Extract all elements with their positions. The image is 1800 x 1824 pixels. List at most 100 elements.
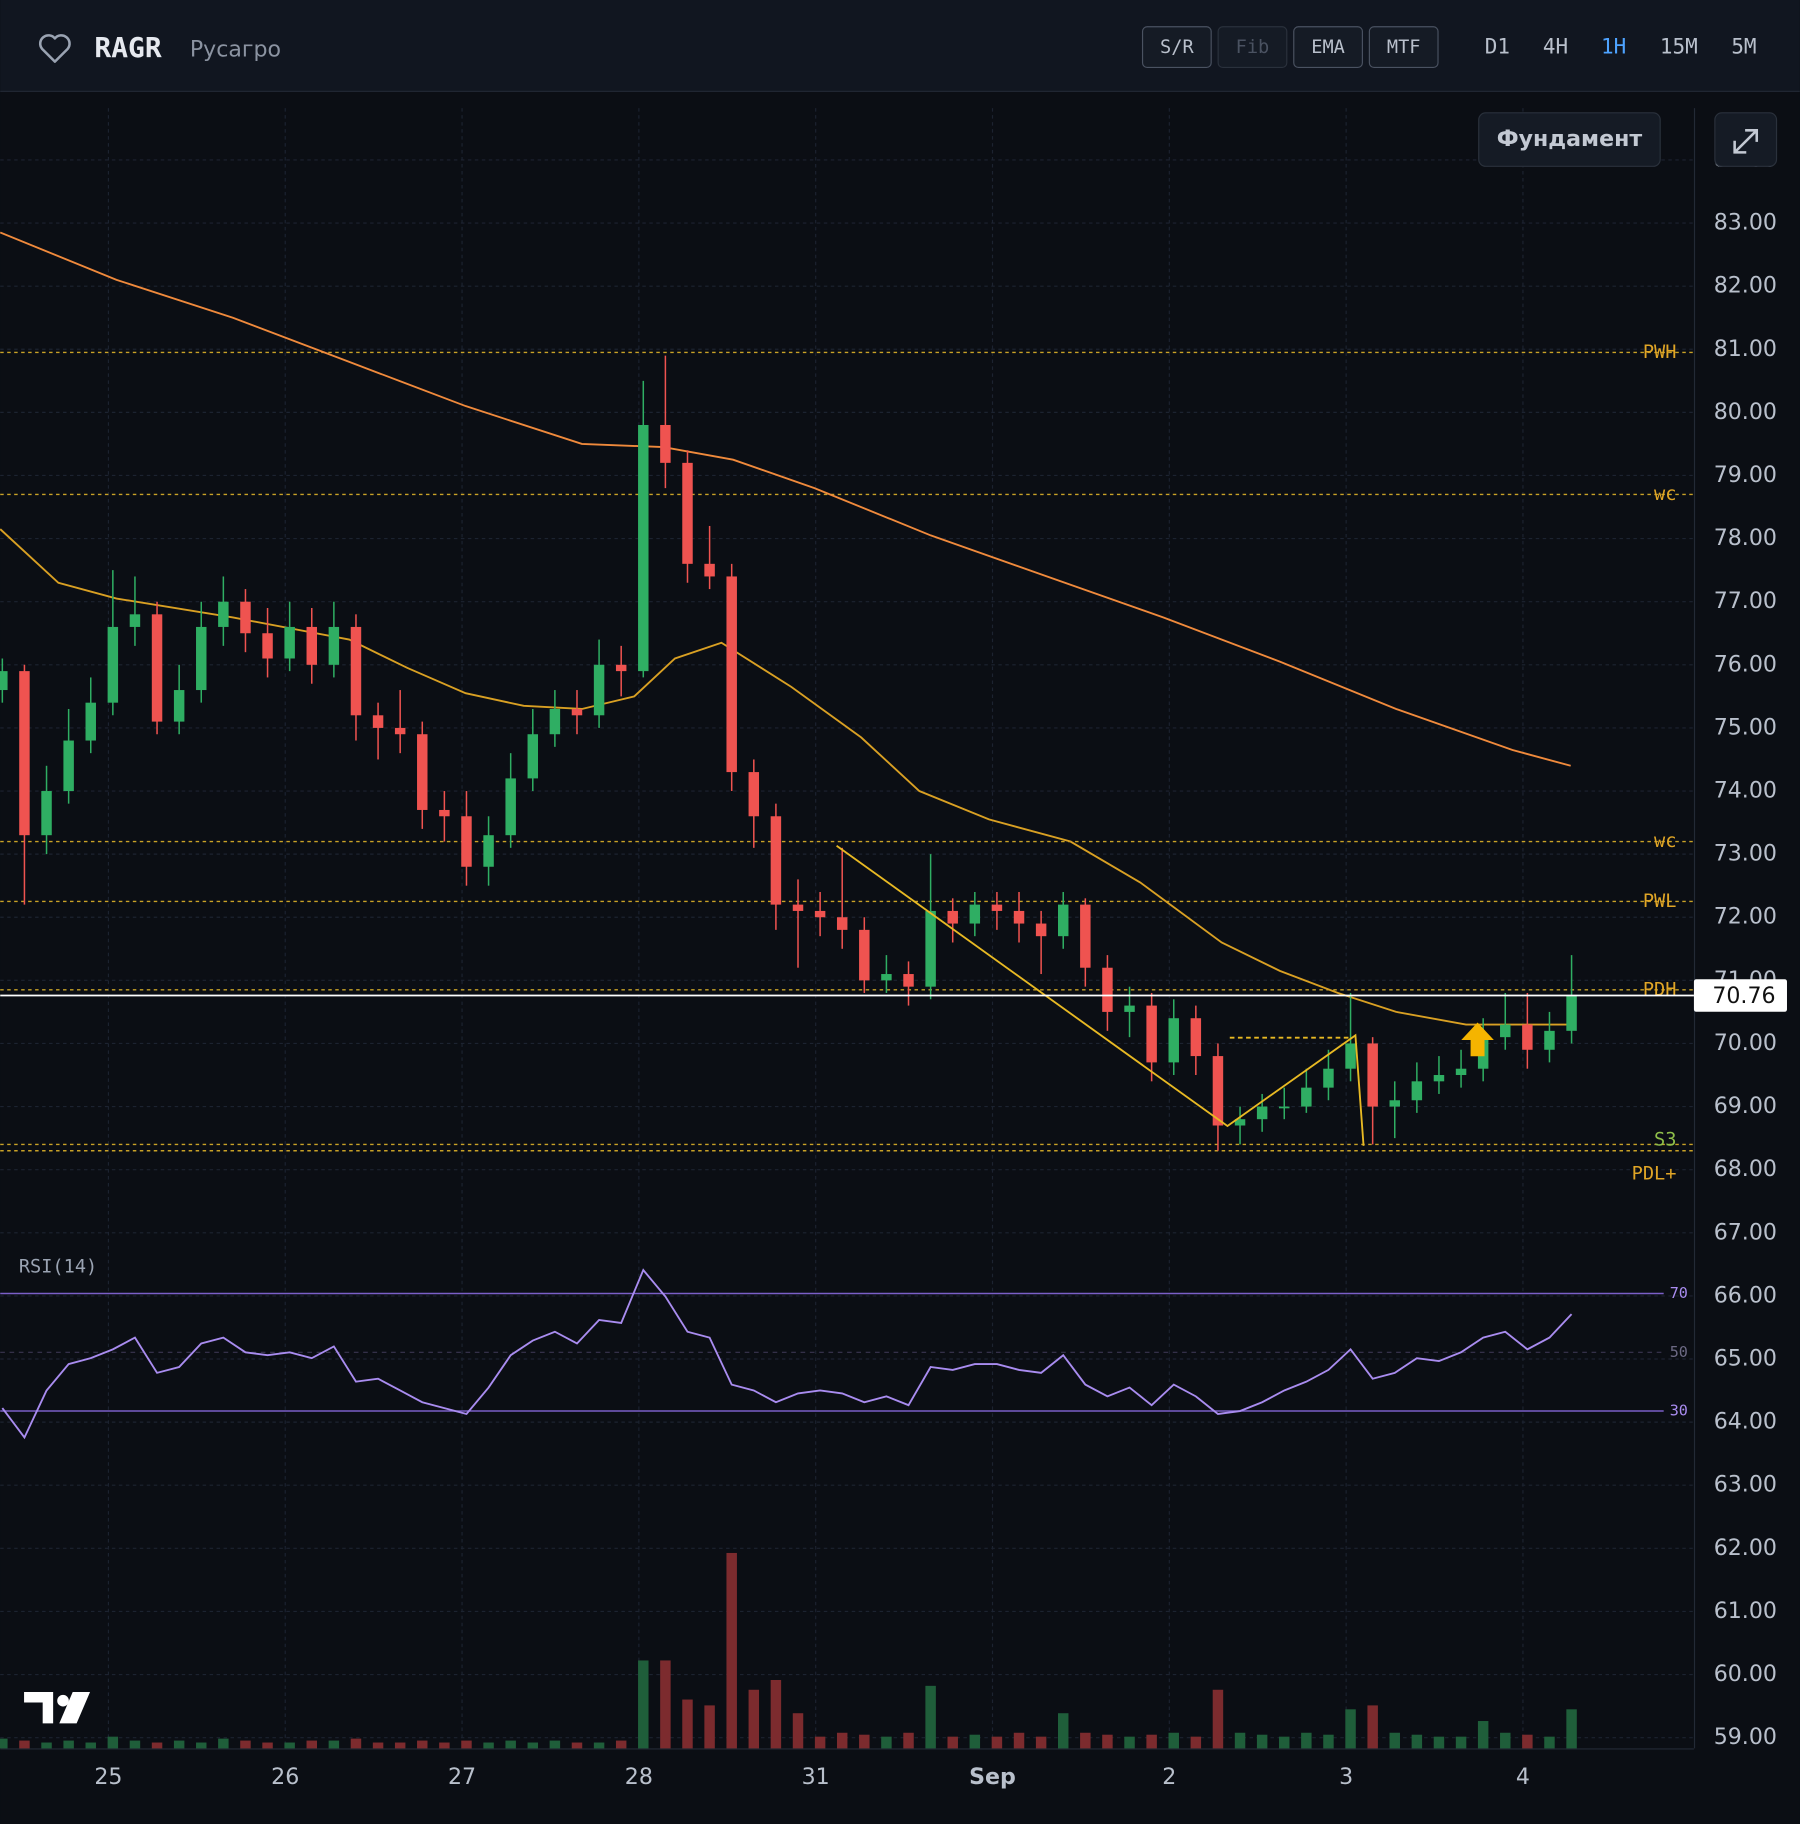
timeframe[interactable]: 1H bbox=[1601, 35, 1626, 59]
rsi-level-label: 70 bbox=[1670, 1284, 1688, 1302]
volume-bar bbox=[859, 1734, 870, 1749]
candle-body bbox=[1190, 1018, 1202, 1057]
x-tick-label: Sep bbox=[969, 1764, 1016, 1790]
tool-label[interactable]: MTF bbox=[1387, 37, 1421, 58]
volume-bar bbox=[792, 1713, 804, 1749]
tool-button[interactable] bbox=[1141, 26, 1212, 69]
volume-bar bbox=[151, 1742, 163, 1749]
tool-label[interactable]: EMA bbox=[1311, 37, 1345, 58]
fundamentals-button[interactable] bbox=[1478, 112, 1661, 167]
volume-bar bbox=[1057, 1713, 1069, 1749]
timeframe[interactable]: 4H bbox=[1543, 35, 1568, 59]
volume-bar bbox=[328, 1740, 340, 1749]
y-tick-label: 82.00 bbox=[1714, 273, 1777, 299]
candle-body bbox=[1212, 1056, 1224, 1126]
volume-bar bbox=[262, 1742, 273, 1749]
volume-bar bbox=[571, 1742, 583, 1749]
tv-logo bbox=[22, 1690, 92, 1725]
volume-bar bbox=[1256, 1734, 1268, 1749]
y-tick-label: 81.00 bbox=[1714, 336, 1777, 362]
candle-body bbox=[836, 917, 848, 930]
y-tick-label: 68.00 bbox=[1714, 1156, 1777, 1182]
candle-body bbox=[682, 462, 693, 564]
level-label: PDH bbox=[1643, 979, 1677, 1000]
candle-body bbox=[151, 614, 163, 722]
candle-body bbox=[770, 816, 782, 905]
candle-body bbox=[85, 702, 96, 741]
candle-body bbox=[1389, 1100, 1400, 1107]
rsi-label: RSI(14) bbox=[19, 1256, 97, 1277]
candle-body bbox=[218, 601, 229, 627]
candle-body bbox=[903, 974, 914, 987]
candle-body bbox=[593, 664, 605, 716]
y-tick-label: 70.00 bbox=[1714, 1030, 1777, 1056]
volume-bar bbox=[682, 1699, 693, 1749]
candle-body bbox=[350, 626, 362, 716]
volume-bar bbox=[881, 1736, 892, 1749]
volume-bar bbox=[284, 1742, 295, 1749]
rsi-level-label: 30 bbox=[1670, 1402, 1688, 1420]
x-tick-label: 25 bbox=[94, 1764, 122, 1790]
x-tick-label: 27 bbox=[448, 1764, 476, 1790]
candle-body bbox=[19, 671, 30, 836]
tool-label[interactable]: S/R bbox=[1160, 37, 1194, 58]
timeframe[interactable]: 15M bbox=[1660, 35, 1698, 59]
candle-body bbox=[1057, 904, 1069, 937]
fundamentals-label[interactable]: Фундамент bbox=[1497, 126, 1643, 152]
candle-body bbox=[947, 910, 958, 924]
volume-bar bbox=[1323, 1734, 1334, 1749]
volume-bar bbox=[1566, 1709, 1577, 1749]
tool-button[interactable] bbox=[1217, 26, 1288, 69]
candle-body bbox=[1080, 904, 1091, 968]
volume-bar bbox=[107, 1736, 119, 1749]
candle-body bbox=[704, 563, 715, 577]
expand-icon[interactable] bbox=[1733, 129, 1759, 154]
candle-body bbox=[461, 816, 472, 867]
candle-body bbox=[527, 734, 539, 779]
volume-bar bbox=[814, 1736, 826, 1749]
volume-bar bbox=[969, 1734, 981, 1749]
x-tick-label: 4 bbox=[1516, 1764, 1530, 1790]
y-tick-label: 83.00 bbox=[1714, 210, 1777, 236]
volume-bar bbox=[1035, 1736, 1047, 1749]
y-tick-label: 75.00 bbox=[1714, 714, 1777, 740]
volume-bar bbox=[836, 1732, 848, 1749]
volume-bar bbox=[704, 1705, 715, 1749]
volume-bar bbox=[1544, 1736, 1555, 1749]
candle-body bbox=[107, 626, 119, 703]
volume-bar bbox=[770, 1679, 782, 1749]
volume-bar bbox=[218, 1738, 229, 1749]
candle-body bbox=[284, 626, 295, 659]
x-tick-label: 31 bbox=[802, 1764, 830, 1790]
candle-body bbox=[859, 929, 870, 981]
tool-button[interactable] bbox=[1368, 26, 1439, 69]
candle-body bbox=[41, 791, 52, 836]
volume-bar bbox=[1124, 1736, 1135, 1749]
candle-body bbox=[483, 835, 494, 867]
candle-body bbox=[660, 424, 671, 463]
rsi-line bbox=[1, 1268, 1573, 1440]
timeframe[interactable]: 5M bbox=[1731, 35, 1756, 59]
volume-bar bbox=[1522, 1734, 1533, 1749]
y-tick-label: 60.00 bbox=[1714, 1661, 1777, 1687]
x-tick-label: 28 bbox=[625, 1764, 653, 1790]
volume-bar bbox=[372, 1742, 384, 1749]
candle-body bbox=[969, 904, 981, 924]
favorite-icon[interactable] bbox=[38, 34, 71, 63]
y-tick-label: 73.00 bbox=[1714, 841, 1777, 867]
volume-bar bbox=[63, 1740, 74, 1749]
candle-body bbox=[991, 904, 1003, 911]
volume-bar bbox=[350, 1738, 362, 1749]
tool-label[interactable]: Fib bbox=[1236, 37, 1270, 58]
candle-body bbox=[63, 740, 74, 792]
tool-button[interactable] bbox=[1293, 26, 1363, 69]
candle-body bbox=[748, 772, 760, 817]
candle-body bbox=[417, 734, 428, 810]
candle-body bbox=[1323, 1068, 1334, 1088]
volume-bar bbox=[991, 1736, 1003, 1749]
volume-bar bbox=[660, 1660, 671, 1749]
timeframe[interactable]: D1 bbox=[1485, 35, 1510, 59]
